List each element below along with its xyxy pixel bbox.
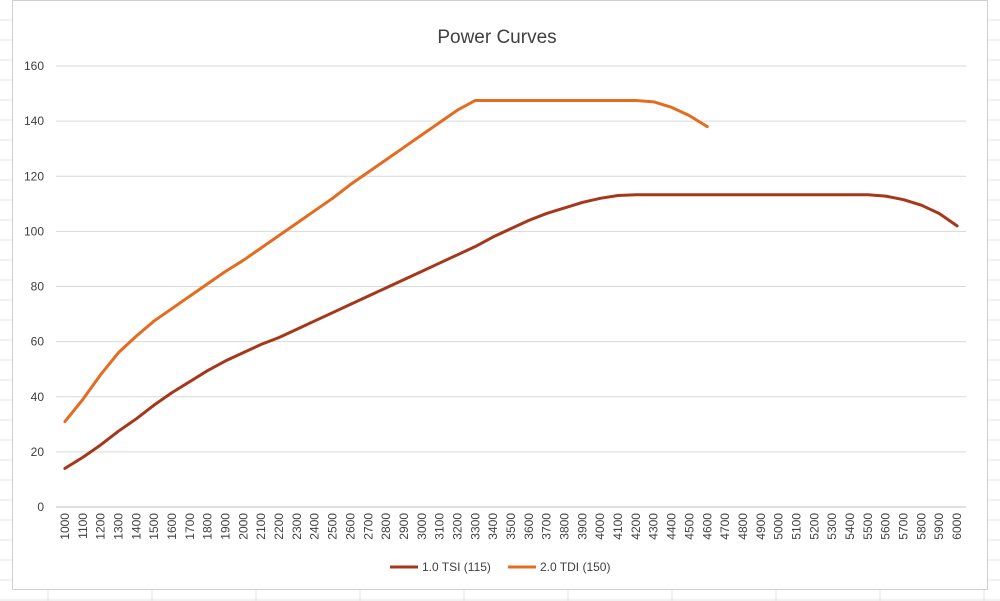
x-tick-label: 3100 [433, 513, 447, 540]
x-tick-label: 1700 [183, 513, 197, 540]
y-tick-label: 160 [24, 59, 44, 73]
y-tick-label: 60 [31, 335, 45, 349]
x-tick-label: 1800 [201, 513, 215, 540]
series-lines [63, 98, 959, 470]
x-tick-label: 3400 [486, 513, 500, 540]
x-tick-label: 2300 [290, 513, 304, 540]
x-tick-label: 3500 [504, 513, 518, 540]
x-tick-label: 5000 [772, 513, 786, 540]
x-tick-label: 5600 [879, 513, 893, 540]
x-tick-label: 4800 [736, 513, 750, 540]
x-tick-label: 5100 [789, 513, 803, 540]
y-tick-label: 20 [31, 445, 45, 459]
x-tick-label: 2500 [326, 513, 340, 540]
x-tick-label: 4400 [665, 513, 679, 540]
x-tick-label: 5800 [914, 513, 928, 540]
x-tick-label: 3900 [575, 513, 589, 540]
x-tick-label: 5900 [932, 513, 946, 540]
x-tick-label: 3600 [522, 513, 536, 540]
x-tick-label: 5400 [843, 513, 857, 540]
chart-title: Power Curves [437, 27, 556, 48]
x-tick-label: 2700 [361, 513, 375, 540]
y-tick-label: 140 [24, 114, 44, 128]
x-tick-label: 5200 [807, 513, 821, 540]
x-tick-label: 1100 [76, 513, 90, 539]
y-tick-label: 40 [31, 390, 45, 404]
y-axis-tick-labels: 0 20 40 60 80 100 120 140 160 [24, 59, 44, 514]
y-tick-label: 120 [24, 169, 44, 183]
x-tick-label: 2200 [272, 513, 286, 540]
x-tick-label: 3000 [415, 513, 429, 540]
y-tick-label: 100 [24, 224, 44, 238]
series-line [63, 98, 709, 424]
chart-area[interactable] [12, 0, 988, 590]
x-tick-label: 4100 [611, 513, 625, 540]
x-tick-label: 2900 [397, 513, 411, 540]
x-tick-label: 4500 [682, 513, 696, 540]
x-tick-label: 1900 [219, 513, 233, 540]
x-tick-label: 3300 [468, 513, 482, 540]
x-axis-tick-labels: 1000 1100 1200 1300 1400 1500 1600 1700 1800 1900… [58, 513, 964, 540]
x-tick-label: 1600 [165, 513, 179, 540]
x-tick-label: 2100 [254, 513, 268, 540]
legend-label: 2.0 TDI (150) [540, 560, 610, 574]
x-tick-label: 2800 [379, 513, 393, 540]
legend-label: 1.0 TSI (115) [422, 560, 491, 574]
x-tick-label: 1200 [94, 513, 108, 540]
y-tick-label: 80 [31, 280, 45, 294]
x-tick-label: 5300 [825, 513, 839, 540]
x-tick-label: 1300 [111, 513, 125, 540]
y-tick-label: 0 [37, 500, 44, 514]
x-tick-label: 3700 [540, 513, 554, 540]
legend: 1.0 TSI (115) 2.0 TDI (150) [390, 560, 610, 574]
x-tick-label: 2000 [236, 513, 250, 540]
x-tick-label: 4300 [647, 513, 661, 540]
x-tick-label: 4600 [700, 513, 714, 540]
series-line [63, 193, 959, 470]
x-tick-label: 1000 [58, 513, 72, 540]
x-tick-label: 1500 [147, 513, 161, 540]
x-tick-label: 4900 [754, 513, 768, 540]
x-tick-label: 1400 [129, 513, 143, 540]
x-tick-label: 4200 [629, 513, 643, 540]
x-tick-label: 2600 [343, 513, 357, 540]
x-tick-label: 4000 [593, 513, 607, 540]
x-tick-label: 2400 [308, 513, 322, 540]
x-tick-label: 6000 [950, 513, 964, 540]
x-tick-label: 3800 [558, 513, 572, 540]
x-tick-label: 4700 [718, 513, 732, 540]
x-tick-label: 5700 [897, 513, 911, 540]
gridlines [56, 65, 966, 508]
x-tick-label: 5500 [861, 513, 875, 540]
x-tick-label: 3200 [450, 513, 464, 540]
